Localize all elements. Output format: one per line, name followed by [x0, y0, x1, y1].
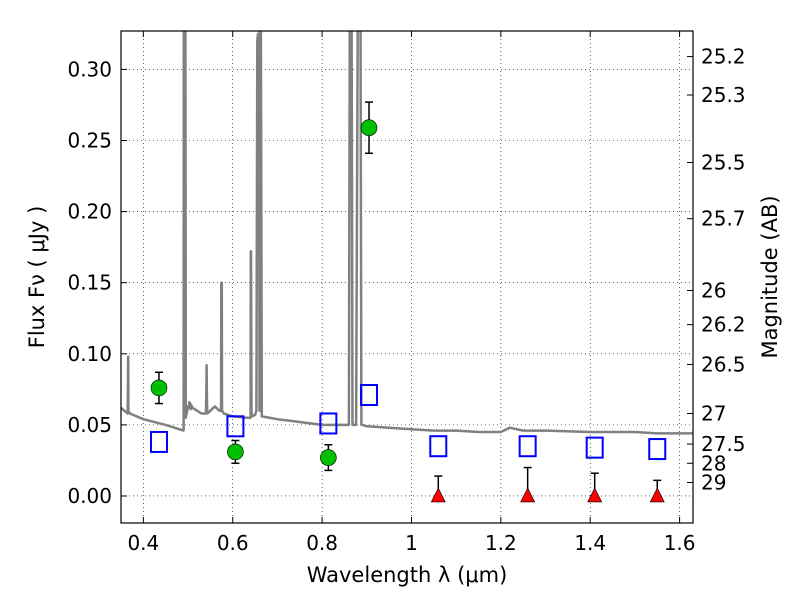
y-tick-label: 0.20	[67, 200, 112, 224]
y-axis-label: Flux Fν ( μJy )	[25, 206, 49, 349]
y-tick-label: 0.15	[67, 271, 112, 295]
y2-tick-label: 26.2	[701, 313, 746, 337]
model-point	[648, 438, 667, 461]
y-tick-label: 0.30	[67, 57, 112, 81]
observed-point	[360, 119, 378, 136]
upper-limit-point	[649, 487, 665, 503]
ticks	[121, 31, 693, 523]
y2-tick-label: 25.7	[701, 207, 746, 231]
x-tick-label: 1.2	[485, 531, 517, 555]
observed-point	[227, 443, 244, 461]
y2-tick-label: 28	[701, 451, 726, 475]
tick-labels: 0.4 0.6 0.8 1 1.2 1.4 1.6 0.00 0.05 0.10 0.15 0.20 0…	[67, 45, 745, 555]
y2-tick-label: 26	[701, 279, 726, 303]
x-tick-label: 0.6	[217, 531, 249, 555]
x-tick-label: 0.8	[306, 531, 338, 555]
y2-tick-label: 27.5	[701, 432, 746, 456]
observed-point	[150, 379, 168, 397]
x-tick-label: 1.6	[664, 531, 696, 555]
spectrum-line	[121, 31, 693, 435]
x-tick-label: 0.4	[127, 531, 159, 555]
y2-tick-label: 26.5	[701, 352, 746, 376]
y-tick-label: 0.05	[67, 413, 112, 437]
model-point	[429, 435, 448, 458]
upper-limit-point	[430, 487, 446, 503]
y-tick-label: 0.10	[67, 342, 112, 366]
y2-tick-label: 29	[701, 470, 726, 494]
data-layer	[121, 31, 693, 503]
y2-tick-label: 25.2	[701, 45, 746, 69]
observed-point	[320, 449, 337, 466]
model-point	[226, 415, 245, 438]
model-point	[518, 435, 537, 458]
y2-tick-label: 25.3	[701, 83, 746, 107]
x-tick-label: 1	[405, 531, 418, 555]
y2-axis-label: Magnitude (AB)	[758, 195, 782, 358]
x-axis-label: Wavelength λ (μm)	[307, 563, 508, 587]
plot-frame	[120, 30, 694, 524]
model-point	[319, 412, 338, 435]
model-point	[585, 436, 604, 459]
y-tick-label: 0.00	[67, 484, 112, 508]
upper-limit-point	[587, 487, 603, 503]
plot-background	[121, 31, 693, 523]
x-tick-label: 1.4	[574, 531, 606, 555]
y2-tick-label: 25.5	[701, 151, 746, 175]
y2-tick-label: 27	[701, 402, 726, 426]
model-point	[149, 430, 168, 453]
model-point	[360, 384, 379, 407]
y-tick-label: 0.25	[67, 128, 112, 152]
upper-limit-point	[520, 487, 536, 503]
